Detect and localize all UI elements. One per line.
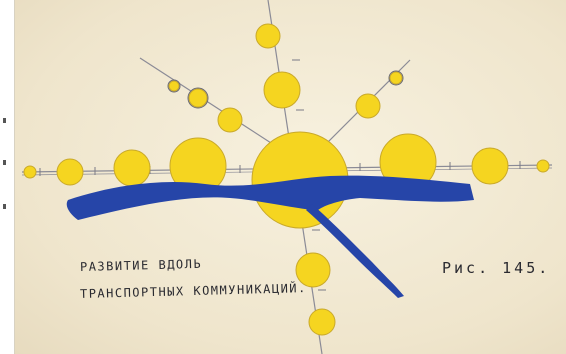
- settlement-circle: [168, 80, 180, 92]
- settlement-circle: [188, 88, 208, 108]
- settlement-circle: [389, 71, 403, 85]
- settlement-circle: [308, 308, 336, 336]
- circle-outlines: [167, 70, 404, 109]
- settlement-circle: [255, 23, 281, 49]
- left-page-edge: [0, 0, 15, 354]
- settlement-circle: [355, 93, 381, 119]
- river-main-channel: [66, 175, 474, 220]
- edge-mark: [3, 204, 6, 209]
- edge-mark: [3, 118, 6, 123]
- settlement-circle: [217, 107, 243, 133]
- settlement-circle: [295, 252, 331, 288]
- settlement-circle: [263, 71, 301, 109]
- figure-label: Рис. 145.: [442, 259, 551, 277]
- river-branch: [306, 204, 404, 298]
- settlement-circle: [113, 149, 151, 187]
- settlement-circle: [536, 159, 550, 173]
- settlement-circle: [471, 147, 509, 185]
- river: [66, 175, 474, 298]
- settlement-circle: [23, 165, 37, 179]
- settlement-circle: [56, 158, 84, 186]
- edge-mark: [3, 160, 6, 165]
